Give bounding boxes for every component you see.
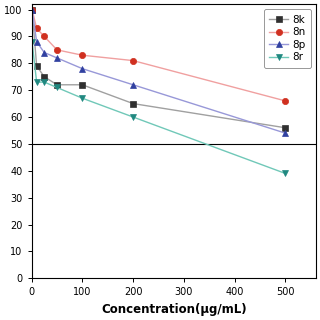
8k [55, 83, 59, 87]
8p [55, 56, 59, 60]
8p [80, 67, 84, 71]
8r [284, 172, 287, 175]
8k [131, 102, 135, 106]
8n [30, 8, 34, 12]
Line: 8n: 8n [29, 6, 289, 104]
Line: 8p: 8p [29, 6, 289, 136]
X-axis label: Concentration(μg/mL): Concentration(μg/mL) [101, 303, 246, 316]
8r [55, 85, 59, 89]
Line: 8k: 8k [29, 6, 289, 131]
8n [80, 53, 84, 57]
8r [131, 115, 135, 119]
8p [284, 131, 287, 135]
8r [80, 96, 84, 100]
8n [284, 99, 287, 103]
Legend: 8k, 8n, 8p, 8r: 8k, 8n, 8p, 8r [264, 9, 311, 68]
8k [42, 75, 46, 79]
8k [80, 83, 84, 87]
8k [35, 64, 39, 68]
8r [35, 80, 39, 84]
8n [42, 35, 46, 38]
Line: 8r: 8r [29, 39, 289, 177]
8k [284, 126, 287, 130]
8p [35, 40, 39, 44]
8n [131, 59, 135, 62]
8r [30, 40, 34, 44]
8p [42, 51, 46, 54]
8n [55, 48, 59, 52]
8n [35, 27, 39, 30]
8r [42, 80, 46, 84]
8p [30, 8, 34, 12]
8p [131, 83, 135, 87]
8k [30, 8, 34, 12]
